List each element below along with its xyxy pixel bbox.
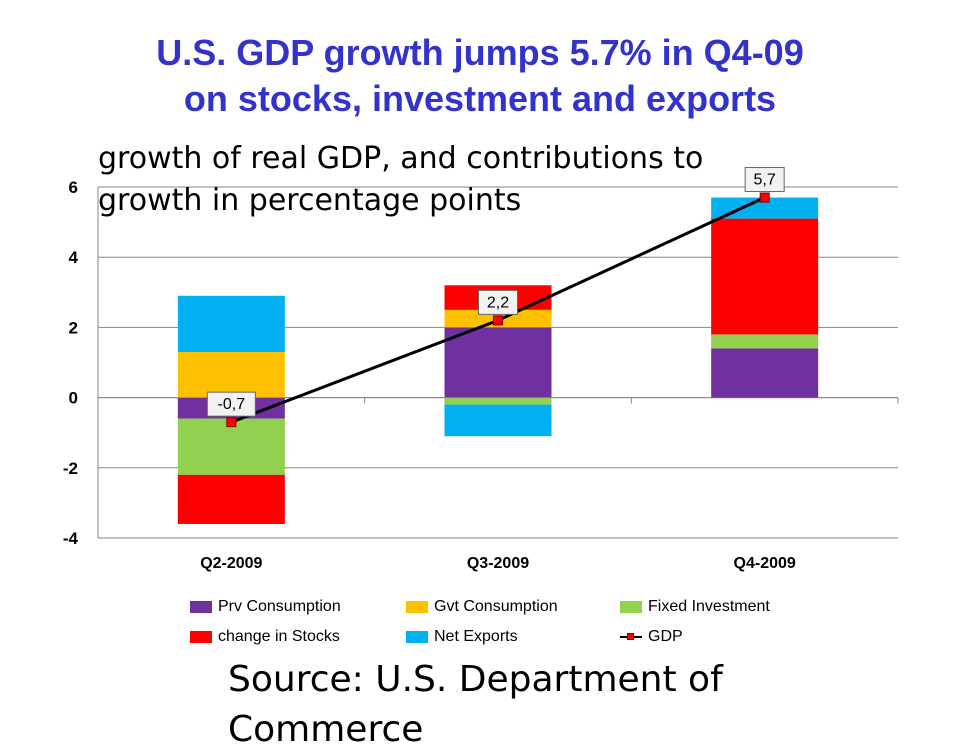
legend-label-prv-consumption: Prv Consumption	[218, 598, 341, 615]
gdp-label-box-2	[744, 167, 785, 193]
legend-swatch-fixed-investment	[620, 601, 642, 613]
legend-label-gdp: GDP	[648, 628, 683, 645]
gdp-point-2	[759, 192, 770, 203]
chart-legend: Prv Consumption Gvt Consumption Fixed In…	[190, 596, 830, 648]
chart-plot: -4 -2 0 2 4 6 Q2-2009 Q3-2009 Q4-2009 -0,7 2,2 5,7	[63, 167, 899, 572]
legend-label-net-exports: Net Exports	[434, 628, 518, 645]
title-line-2: on stocks, investment and exports	[183, 78, 777, 119]
legend-swatch-net-exports	[406, 631, 428, 643]
legend-swatch-prv-consumption	[190, 601, 212, 613]
bar-net-exports-Q4-2009	[711, 197, 819, 219]
legend-label-fixed-investment: Fixed Investment	[648, 598, 770, 615]
bar-prv-consumption-Q4-2009	[711, 348, 819, 398]
bar-net-exports-Q2-2009	[177, 295, 285, 352]
gdp-point-0	[226, 417, 237, 428]
title-line-1: U.S. GDP growth jumps 5.7% in Q4-09	[156, 32, 804, 73]
chart-subtitle: growth of real GDP, and contributions to…	[98, 141, 704, 218]
bar-fixed-investment-Q2-2009	[177, 418, 285, 475]
y-tick-label-2: 0	[69, 389, 78, 408]
gdp-data-label-2: 5,7	[754, 172, 776, 189]
legend-item-prv-consumption: Prv Consumption	[190, 596, 341, 618]
x-tick-label-0: Q2-2009	[200, 555, 262, 572]
legend-swatch-gvt-consumption	[406, 601, 428, 613]
legend-item-change-in-stocks: change in Stocks	[190, 626, 340, 648]
chart-title: U.S. GDP growth jumps 5.7% in Q4-09 on s…	[0, 30, 960, 122]
y-tick-label-3: 2	[69, 318, 78, 337]
x-tick-label-2: Q4-2009	[734, 555, 796, 572]
legend-label-gvt-consumption: Gvt Consumption	[434, 598, 558, 615]
y-tick-label-1: -2	[63, 459, 78, 478]
legend-item-gdp: GDP	[620, 626, 683, 648]
legend-swatch-change-in-stocks	[190, 631, 212, 643]
y-tick-label-0: -4	[63, 529, 79, 548]
y-tick-label-4: 4	[69, 248, 79, 267]
gdp-point-1	[493, 315, 503, 326]
bar-prv-consumption-Q3-2009	[444, 327, 552, 398]
bar-gvt-consumption-Q2-2009	[177, 351, 285, 398]
bar-fixed-investment-Q4-2009	[711, 334, 819, 349]
legend-item-fixed-investment: Fixed Investment	[620, 596, 770, 618]
bar-change-in-stocks-Q2-2009	[177, 474, 285, 524]
y-tick-label-5: 6	[69, 178, 78, 197]
x-tick-label-1: Q3-2009	[467, 555, 529, 572]
bar-fixed-investment-Q3-2009	[444, 397, 552, 405]
gdp-label-box-0	[206, 391, 256, 417]
gdp-data-label-0: -0,7	[218, 396, 246, 413]
legend-label-change-in-stocks: change in Stocks	[218, 628, 340, 645]
bar-change-in-stocks-Q4-2009	[711, 218, 819, 335]
gdp-data-label-1: 2,2	[487, 294, 509, 311]
gdp-label-box-1	[478, 289, 518, 315]
legend-item-gvt-consumption: Gvt Consumption	[406, 596, 558, 618]
legend-swatch-gdp	[620, 631, 642, 643]
bar-net-exports-Q3-2009	[444, 404, 552, 437]
legend-item-net-exports: Net Exports	[406, 626, 518, 648]
